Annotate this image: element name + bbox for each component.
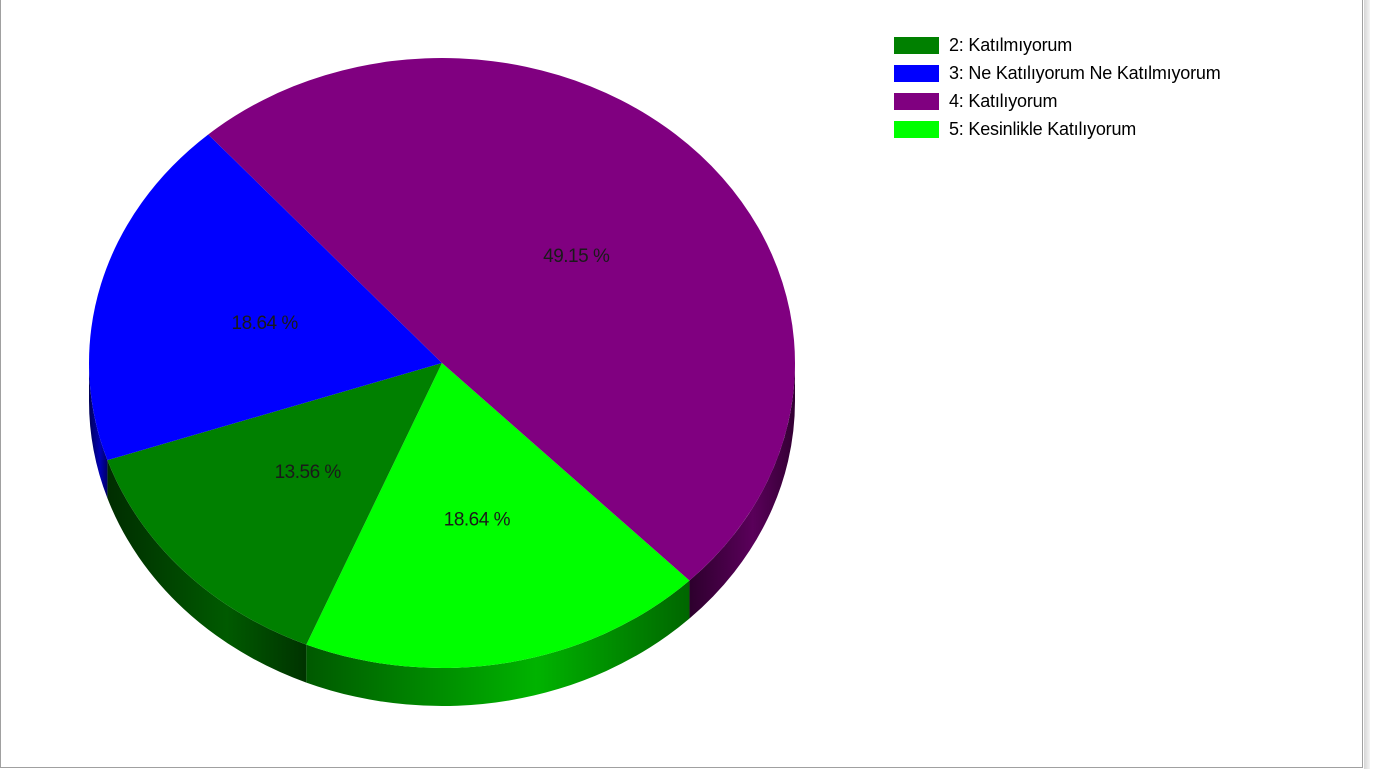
slice-3-value-label: 49.15 % bbox=[543, 246, 610, 267]
legend-swatch bbox=[894, 92, 939, 110]
legend-swatch bbox=[894, 120, 939, 138]
legend-item-katiliyorum: 4: Katılıyorum bbox=[894, 87, 1221, 115]
legend-label: 5: Kesinlikle Katılıyorum bbox=[949, 118, 1137, 139]
slice-2-side bbox=[89, 363, 108, 499]
slice-4-top bbox=[306, 363, 690, 668]
slice-2-top bbox=[89, 134, 443, 461]
slice-1-top bbox=[107, 363, 443, 645]
legend-item-kesinlikle-katiliyorum: 5: Kesinlikle Katılıyorum bbox=[894, 115, 1221, 143]
pie-slices bbox=[89, 58, 795, 668]
pie-side-walls bbox=[89, 363, 795, 706]
slice-2-value-label: 18.64 % bbox=[232, 313, 299, 334]
slice-3-side bbox=[689, 363, 795, 619]
slice-3-top bbox=[208, 58, 795, 581]
chart-frame-shadow bbox=[1364, 0, 1370, 769]
legend-label: 3: Ne Katılıyorum Ne Katılmıyorum bbox=[949, 62, 1221, 83]
legend-label: 4: Katılıyorum bbox=[949, 90, 1058, 111]
pie-value-labels: 13.56 % 18.64 % 49.15 % 18.64 % bbox=[232, 246, 611, 531]
legend-label: 2: Katılmıyorum bbox=[949, 34, 1073, 55]
legend-item-katilmiyorum: 2: Katılmıyorum bbox=[894, 31, 1221, 59]
slice-4-side bbox=[306, 580, 690, 706]
slice-4-value-label: 18.64 % bbox=[444, 510, 511, 531]
chart-legend: 2: Katılmıyorum 3: Ne Katılıyorum Ne Kat… bbox=[894, 31, 1221, 143]
slice-1-value-label: 13.56 % bbox=[275, 462, 342, 483]
slice-1-side bbox=[107, 460, 307, 683]
legend-swatch bbox=[894, 64, 939, 82]
legend-swatch bbox=[894, 36, 939, 54]
legend-item-ne-katiliyorum-ne-katilmiyorum: 3: Ne Katılıyorum Ne Katılmıyorum bbox=[894, 59, 1221, 87]
